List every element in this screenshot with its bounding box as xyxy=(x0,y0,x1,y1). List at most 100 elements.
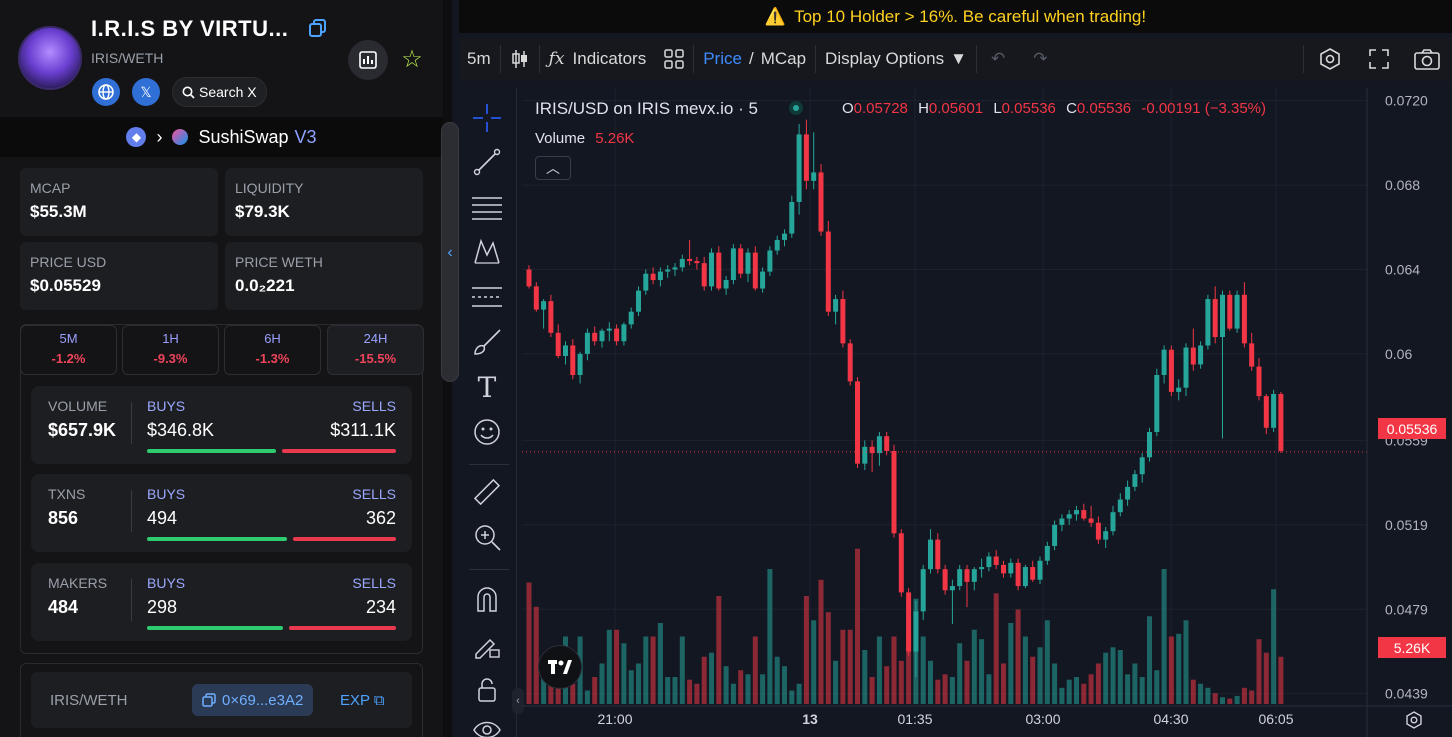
volume-bar xyxy=(1110,647,1116,704)
sells-value: $311.1K xyxy=(330,420,396,440)
candle-body xyxy=(928,539,933,570)
dex-route-bar[interactable]: ◆ › SushiSwap V3 xyxy=(0,117,443,157)
camera-icon[interactable] xyxy=(1402,37,1452,81)
candle-body xyxy=(584,332,590,354)
stat-value: $55.3M xyxy=(30,202,87,221)
collapse-legend-button[interactable]: ︿ xyxy=(535,156,571,180)
buy-ratio-bar xyxy=(147,537,287,541)
volume-bar xyxy=(1139,677,1145,704)
volume-bar xyxy=(1227,698,1233,704)
timeframe-change: -1.3% xyxy=(255,351,290,366)
candle-body xyxy=(526,269,532,287)
fullscreen-icon[interactable] xyxy=(1356,37,1402,81)
price-chart[interactable]: 0.07200.0680.0640.060.05590.05190.04790.… xyxy=(522,88,1452,737)
sushiswap-icon xyxy=(172,129,189,145)
undo-icon[interactable]: ↶ xyxy=(990,49,1006,68)
search-x-button[interactable]: Search X xyxy=(172,77,267,107)
emoji-icon[interactable] xyxy=(469,414,505,450)
lock-drawing-icon[interactable] xyxy=(469,627,505,663)
buys-value: 298 xyxy=(147,597,178,617)
price-tick-label: 0.06 xyxy=(1385,346,1412,362)
candle-body xyxy=(541,301,547,310)
zoom-in-icon[interactable] xyxy=(469,519,505,555)
tools-collapse-handle[interactable]: ‹ xyxy=(512,688,524,714)
magnet-icon[interactable] xyxy=(469,582,505,618)
tab-6h[interactable]: 6H -1.3% xyxy=(224,325,321,375)
indicators-button[interactable]: ƒx Indicators xyxy=(540,37,656,81)
candle-body xyxy=(1212,299,1218,338)
candle-body xyxy=(1001,564,1006,574)
collapse-panel-icon[interactable]: ‹ xyxy=(447,244,453,261)
crosshair-icon[interactable] xyxy=(469,100,505,136)
copy-icon[interactable] xyxy=(308,18,328,38)
explorer-link[interactable]: EXP ⧉ xyxy=(340,692,385,709)
volume-bar xyxy=(803,596,809,704)
volume-bar xyxy=(767,569,773,704)
divider xyxy=(131,402,132,444)
pattern-tool-icon[interactable] xyxy=(469,234,505,270)
copy-icon xyxy=(202,693,216,707)
change-value: -0.00191 (−3.35%) xyxy=(1141,100,1266,117)
display-options-button[interactable]: Display Options ▼ xyxy=(816,37,976,81)
volume-bar xyxy=(1015,609,1021,704)
brush-icon[interactable] xyxy=(469,324,505,360)
text-tool-icon[interactable]: T xyxy=(477,370,497,404)
volume-bar xyxy=(1066,679,1072,704)
candle-body xyxy=(723,280,729,289)
tradingview-logo[interactable] xyxy=(538,645,582,689)
candle-body xyxy=(636,290,641,312)
price-option[interactable]: Price xyxy=(703,49,742,68)
tab-24h[interactable]: 24H -15.5% xyxy=(327,325,424,375)
fib-levels-icon[interactable] xyxy=(469,279,505,315)
volume-bar xyxy=(949,677,955,704)
layouts-button[interactable] xyxy=(655,37,693,81)
candle-body xyxy=(1256,366,1262,397)
website-icon[interactable] xyxy=(92,78,120,106)
volume-bar xyxy=(964,660,970,704)
tab-5m[interactable]: 5M -1.2% xyxy=(20,325,117,375)
candle-type-button[interactable] xyxy=(501,37,539,81)
horizontal-lines-icon[interactable] xyxy=(469,189,505,225)
redo-icon[interactable]: ↷ xyxy=(1033,49,1048,68)
trend-line-icon[interactable] xyxy=(469,144,505,180)
volume-bar xyxy=(1176,633,1182,704)
volume-bar xyxy=(811,620,817,704)
volume-bar xyxy=(1037,647,1043,704)
tab-1h[interactable]: 1H -9.3% xyxy=(122,325,219,375)
volume-bar xyxy=(1052,663,1058,704)
x-twitter-icon[interactable]: 𝕏 xyxy=(132,78,160,106)
panel-scrollbar[interactable] xyxy=(441,122,459,382)
volume-bar xyxy=(971,629,977,704)
favorite-star-icon[interactable]: ☆ xyxy=(401,45,423,73)
chart-toggle-button[interactable] xyxy=(348,40,388,80)
stat-value: 0.0₂221 xyxy=(235,276,295,295)
volume-bar xyxy=(548,674,554,704)
close-value: 0.05536 xyxy=(1076,100,1132,117)
axis-settings-icon[interactable] xyxy=(1404,710,1424,730)
volume-bar xyxy=(884,666,890,704)
toggle-slash: / xyxy=(748,49,754,68)
volume-bar xyxy=(1161,569,1167,704)
volume-bar xyxy=(840,629,846,704)
mcap-option[interactable]: MCap xyxy=(760,49,807,68)
candle-body xyxy=(847,343,853,382)
trading-stats-box xyxy=(20,324,423,654)
toolbar-divider xyxy=(815,45,817,73)
candle-body xyxy=(1139,457,1145,475)
stat-label: MCAP xyxy=(30,180,71,196)
ruler-icon[interactable] xyxy=(469,474,505,510)
divider xyxy=(131,490,132,532)
candle-body xyxy=(694,261,700,264)
candle-body xyxy=(789,201,795,234)
interval-select[interactable]: 5m xyxy=(459,37,500,81)
candle-body xyxy=(935,539,941,570)
candle-body xyxy=(913,611,919,652)
price-mcap-toggle[interactable]: Price / MCap xyxy=(694,37,815,81)
volume-bar xyxy=(606,629,612,704)
eye-icon[interactable] xyxy=(469,712,505,737)
candle-body xyxy=(774,239,780,251)
lock-icon[interactable] xyxy=(469,672,505,708)
time-tick-label: 04:30 xyxy=(1153,711,1188,727)
settings-hex-icon[interactable] xyxy=(1304,37,1356,81)
copy-address-button[interactable]: 0×69...e3A2 xyxy=(192,684,314,716)
